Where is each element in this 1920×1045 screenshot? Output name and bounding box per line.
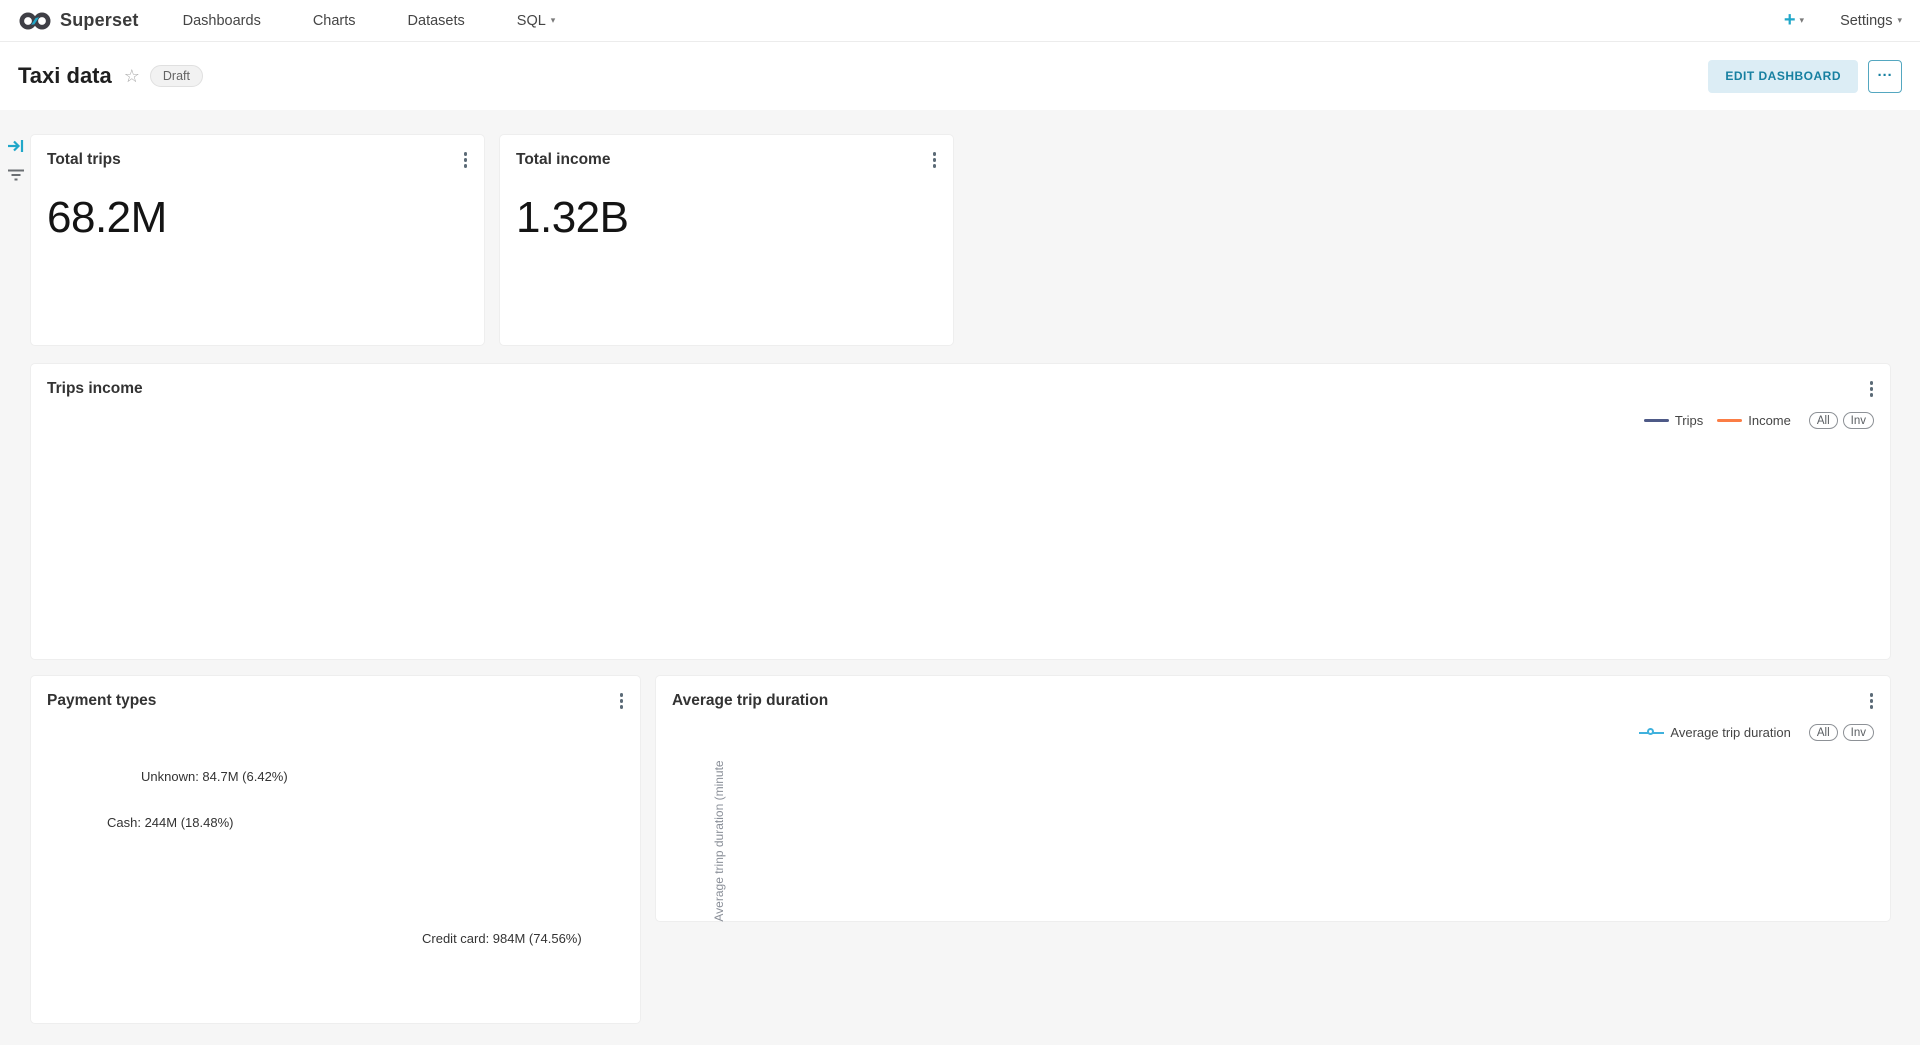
chart-title: Total income (516, 151, 611, 168)
avg-trip-duration-card: Average trip duration Average trip durat… (656, 676, 1890, 922)
trips-income-card: Trips income Trips Income All Inv (31, 364, 1890, 659)
legend-inv-pill[interactable]: Inv (1842, 724, 1874, 741)
edit-dashboard-button[interactable]: EDIT DASHBOARD (1708, 59, 1858, 93)
dashboard-header: Taxi data ☆ Draft EDIT DASHBOARD ··· (0, 42, 1920, 110)
chevron-down-icon: ▾ (1799, 15, 1805, 25)
total-income-sparkline-chart (514, 283, 570, 339)
dashboard-more-button[interactable]: ··· (1868, 59, 1902, 93)
payment-types-card: Payment types Unknown: 84.7M (6.42%) Cas… (31, 676, 640, 1023)
income-line-swatch (1717, 419, 1743, 422)
settings-menu[interactable]: Settings ▾ (1840, 12, 1902, 29)
filter-funnel-icon[interactable] (7, 168, 25, 182)
favorite-star-icon[interactable]: ☆ (123, 65, 140, 86)
nav-datasets[interactable]: Datasets (407, 12, 465, 29)
trips-line-swatch (1643, 419, 1669, 422)
brand-name: Superset (60, 10, 139, 30)
callout-unknown: Unknown: 84.7M (6.42%) (141, 769, 288, 784)
big-number-value: 1.32B (516, 193, 629, 242)
legend-item-avg-duration[interactable]: Average trip duration (1639, 725, 1791, 740)
chart-title: Total trips (47, 151, 121, 168)
expand-filter-bar-icon[interactable] (7, 138, 25, 154)
page-title: Taxi data (18, 63, 112, 88)
avg-duration-line-marker (1639, 728, 1665, 737)
total-income-card: Total income 1.32B (500, 135, 953, 345)
legend-item-trips[interactable]: Trips (1643, 413, 1703, 428)
chart-menu-kebab-icon[interactable] (461, 149, 471, 171)
legend-item-income[interactable]: Income (1717, 413, 1791, 428)
callout-cash: Cash: 244M (18.48%) (107, 815, 234, 830)
add-new-button[interactable]: + ▾ (1784, 9, 1804, 32)
dashboard-canvas: Total trips 68.2M Total income 1.32B Tri… (0, 110, 1920, 1045)
chevron-down-icon: ▾ (1897, 15, 1902, 25)
chart-title: Payment types (47, 692, 157, 709)
status-badge: Draft (149, 65, 203, 87)
nav-dashboards[interactable]: Dashboards (182, 12, 261, 29)
chart-menu-kebab-icon[interactable] (1867, 690, 1877, 712)
legend-all-pill[interactable]: All (1808, 412, 1838, 429)
avg-trip-duration-chart (656, 752, 1890, 912)
chevron-down-icon: ▾ (550, 15, 556, 25)
chart-title: Trips income (47, 380, 143, 397)
superset-brand[interactable]: Superset (18, 10, 139, 32)
total-trips-card: Total trips 68.2M (31, 135, 484, 345)
chart-menu-kebab-icon[interactable] (1867, 378, 1877, 400)
chart-menu-kebab-icon[interactable] (617, 690, 627, 712)
nav-charts[interactable]: Charts (312, 12, 356, 29)
legend-all-pill[interactable]: All (1808, 724, 1838, 741)
plus-icon: + (1783, 9, 1796, 31)
nav-sql[interactable]: SQL ▾ (516, 12, 556, 29)
callout-credit-card: Credit card: 984M (74.56%) (422, 931, 582, 946)
chart-title: Average trip duration (672, 692, 829, 709)
big-number-value: 68.2M (47, 193, 167, 242)
trips-income-chart (31, 414, 1890, 659)
superset-logo-icon (19, 12, 51, 29)
legend-inv-pill[interactable]: Inv (1842, 412, 1874, 429)
chart-menu-kebab-icon[interactable] (930, 149, 940, 171)
trips-income-legend: Trips Income All Inv (1643, 412, 1874, 429)
avg-duration-legend: Average trip duration All Inv (1639, 724, 1874, 741)
total-trips-sparkline-chart (45, 283, 101, 339)
top-navbar: Superset Dashboards Charts Datasets SQL … (0, 0, 1920, 42)
payment-types-donut-chart[interactable] (257, 795, 413, 951)
